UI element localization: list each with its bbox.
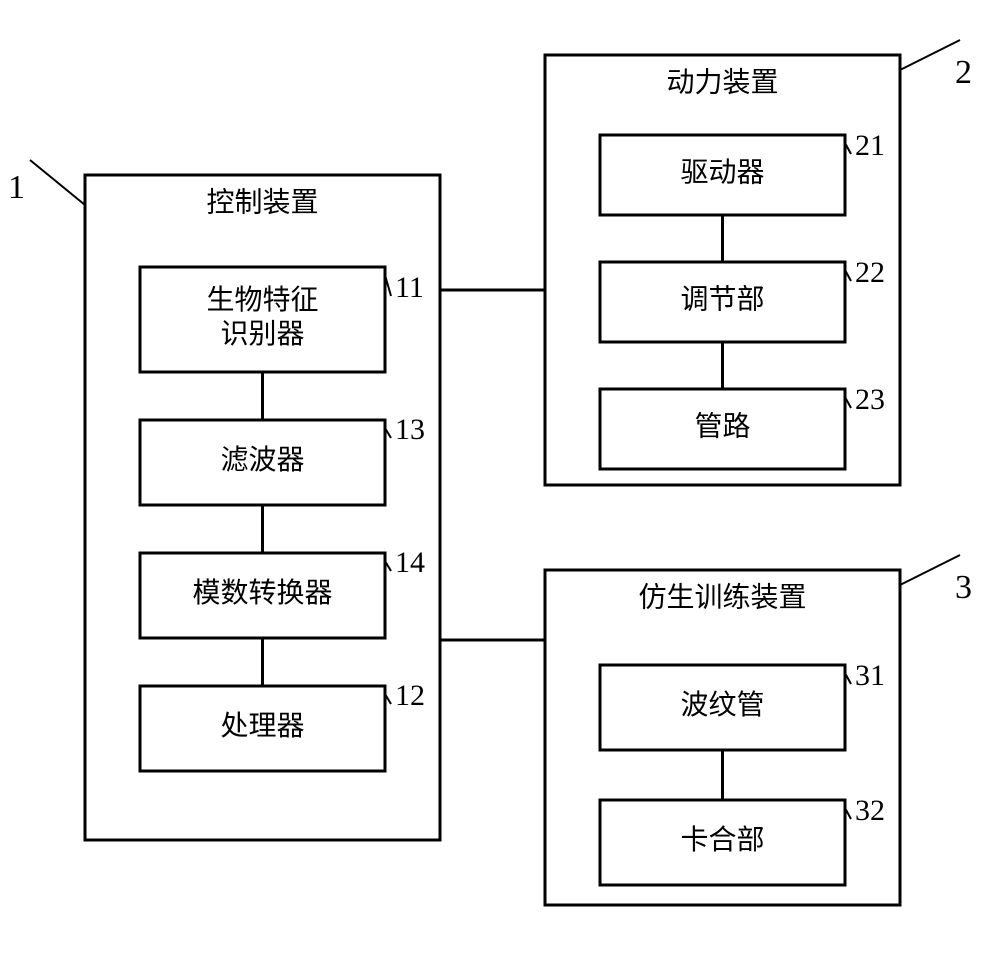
group-bionic-lead (900, 555, 960, 585)
group-power-number: 2 (955, 54, 972, 91)
cell-power-adj-label-0: 调节部 (680, 283, 764, 315)
cell-bionic-corr-label-0: 波纹管 (680, 689, 764, 721)
group-control-lead (30, 160, 85, 205)
cell-bionic-clip-number: 32 (855, 794, 885, 827)
cell-control-bio-number: 11 (395, 271, 424, 304)
cell-power-pipe-label-0: 管路 (694, 410, 750, 442)
cell-control-proc-number: 12 (395, 679, 425, 712)
group-bionic-title: 仿生训练装置 (638, 581, 806, 613)
group-bionic-number: 3 (955, 569, 972, 606)
cell-power-pipe-number: 23 (855, 383, 885, 416)
cell-power-adj-number: 22 (855, 256, 885, 289)
group-power-lead (900, 40, 960, 70)
cell-control-adc-label-0: 模数转换器 (192, 577, 332, 609)
group-control-title: 控制装置 (206, 186, 318, 218)
cell-control-filt-label-0: 滤波器 (220, 444, 304, 476)
cell-bionic-clip-label-0: 卡合部 (680, 824, 764, 856)
cell-control-filt-number: 13 (395, 413, 425, 446)
cell-control-proc-label-0: 处理器 (220, 710, 304, 742)
cell-bionic-corr-number: 31 (855, 659, 885, 692)
group-control-number: 1 (8, 169, 25, 206)
cell-power-drv-number: 21 (855, 129, 885, 162)
group-power-title: 动力装置 (666, 66, 778, 98)
cell-control-adc-number: 14 (395, 546, 425, 579)
cell-control-bio-label-0: 生物特征 (206, 284, 318, 316)
cell-control-bio-label-1: 识别器 (220, 319, 304, 350)
cell-power-drv-label-0: 驱动器 (680, 157, 764, 188)
